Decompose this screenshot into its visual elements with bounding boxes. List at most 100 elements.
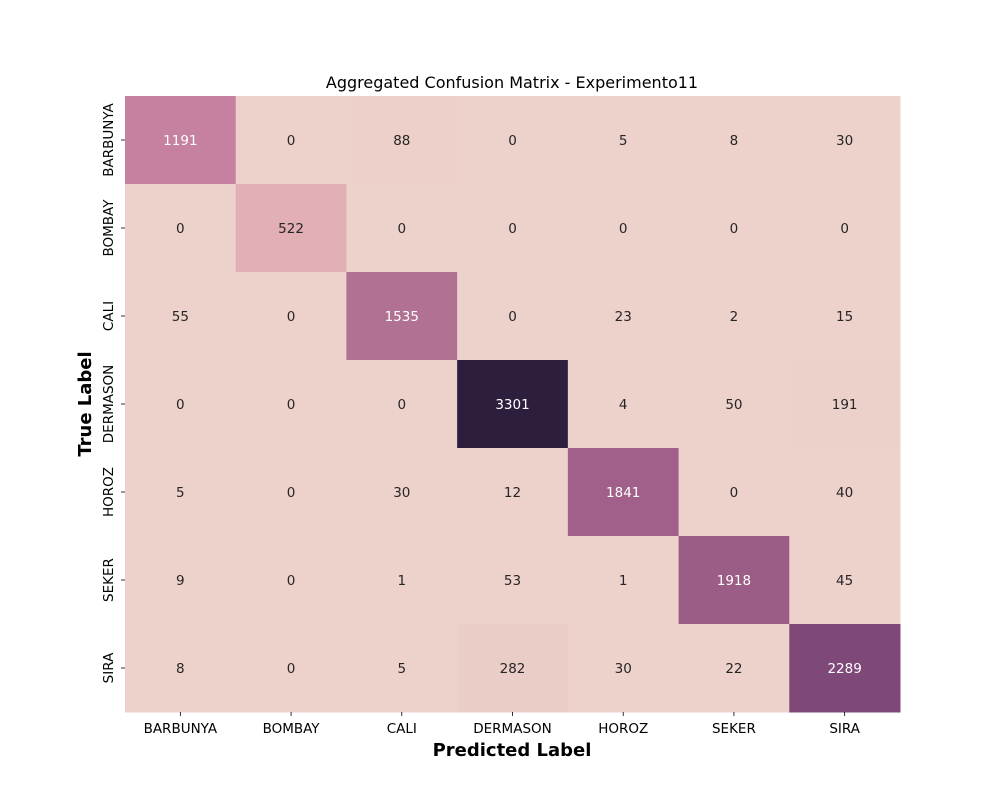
heatmap-cell — [457, 448, 569, 537]
cell-value-label: 30 — [393, 485, 410, 501]
heatmap-cell — [678, 96, 790, 185]
cell-value-label: 1535 — [385, 309, 419, 325]
x-tick-label: BOMBAY — [263, 721, 321, 737]
cell-value-label: 8 — [730, 133, 739, 149]
cell-value-label: 15 — [836, 309, 853, 325]
cell-value-label: 55 — [172, 309, 189, 325]
heatmap-cell — [789, 360, 901, 449]
cell-value-label: 53 — [504, 573, 521, 589]
heatmap-cell — [678, 624, 790, 713]
y-tick-label: SIRA — [101, 652, 117, 683]
heatmap-cell — [125, 624, 237, 713]
cell-value-label: 0 — [619, 221, 628, 237]
heatmap-cell — [567, 272, 680, 361]
heatmap-cell — [789, 184, 901, 273]
heatmap-cell — [567, 448, 680, 537]
cell-value-label: 9 — [176, 573, 185, 589]
cell-value-label: 0 — [176, 397, 185, 413]
cell-value-label: 30 — [836, 133, 853, 149]
x-tick-label: SIRA — [829, 721, 860, 737]
cell-value-label: 0 — [287, 573, 296, 589]
heatmap-cell — [789, 536, 901, 625]
heatmap-cell — [678, 448, 790, 537]
cell-value-label: 0 — [508, 309, 517, 325]
cell-value-label: 1191 — [163, 133, 197, 149]
heatmap-cell — [346, 360, 458, 449]
y-axis-label: True Label — [75, 351, 96, 456]
cell-value-label: 0 — [730, 485, 739, 501]
cell-value-label: 45 — [836, 573, 853, 589]
cell-value-label: 4 — [619, 397, 628, 413]
heatmap-cell — [789, 96, 901, 185]
cell-value-label: 191 — [832, 397, 858, 413]
heatmap-cell — [457, 536, 569, 625]
heatmap-cell — [235, 96, 347, 185]
cell-value-label: 0 — [508, 221, 517, 237]
x-tick-label: DERMASON — [473, 721, 551, 737]
heatmap-cell — [789, 272, 901, 361]
y-tick-label: BARBUNYA — [101, 102, 117, 176]
heatmap-cell — [457, 184, 569, 273]
heatmap-cell — [678, 536, 790, 625]
heatmap-cell — [678, 184, 790, 273]
heatmap-cell — [235, 272, 347, 361]
cell-value-label: 0 — [287, 661, 296, 677]
cell-value-label: 5 — [619, 133, 628, 149]
cell-value-label: 40 — [836, 485, 853, 501]
heatmap-cell — [125, 360, 237, 449]
cell-value-label: 5 — [176, 485, 185, 501]
cell-value-label: 0 — [287, 485, 296, 501]
heatmap-cell — [678, 272, 790, 361]
cell-value-label: 23 — [615, 309, 632, 325]
heatmap-cell — [789, 624, 901, 713]
y-tick-label: BOMBAY — [101, 199, 117, 257]
heatmap-cell — [346, 272, 458, 361]
heatmap-cell — [346, 624, 458, 713]
heatmap-cell — [567, 360, 680, 449]
x-tick-label: BARBUNYA — [144, 721, 218, 737]
heatmap-cell — [346, 96, 458, 185]
cell-value-label: 1 — [397, 573, 406, 589]
cell-value-label: 22 — [725, 661, 742, 677]
cell-value-label: 0 — [730, 221, 739, 237]
heatmap-cell — [125, 448, 237, 537]
cell-value-label: 88 — [393, 133, 410, 149]
heatmap-cell — [235, 624, 347, 713]
cell-value-label: 1 — [619, 573, 628, 589]
cell-value-label: 8 — [176, 661, 185, 677]
heatmap-cell — [235, 448, 347, 537]
heatmap-cell — [789, 448, 901, 537]
heatmap-cell — [678, 360, 790, 449]
heatmap-cell — [125, 536, 237, 625]
chart-title: Aggregated Confusion Matrix - Experiment… — [326, 73, 698, 92]
heatmap-cell — [457, 272, 569, 361]
heatmap-cell — [235, 360, 347, 449]
heatmap-cell — [457, 96, 569, 185]
cell-value-label: 282 — [500, 661, 526, 677]
x-axis-label: Predicted Label — [433, 740, 592, 761]
y-tick-label: SEKER — [101, 558, 117, 602]
x-tick-labels: BARBUNYA BOMBAY CALI DERMASON HOROZ SEKER SIRA — [144, 712, 861, 737]
y-tick-labels: BARBUNYA BOMBAY CALI DERMASON HOROZ SEKER SIRA — [101, 102, 125, 683]
cell-value-label: 3301 — [495, 397, 529, 413]
heatmap-cells: 1191 0 88 0 5 8 300 522 0 0 0 0 055 0 1535 0 23 2 150 0 0 330… — [125, 96, 901, 713]
cell-value-label: 0 — [840, 221, 849, 237]
cell-value-label: 0 — [287, 397, 296, 413]
heatmap-cell — [346, 448, 458, 537]
heatmap-cell — [567, 184, 680, 273]
heatmap-cell — [457, 624, 569, 713]
heatmap-cell — [346, 184, 458, 273]
cell-value-label: 0 — [176, 221, 185, 237]
x-tick-label: CALI — [387, 721, 417, 737]
cell-value-label: 0 — [287, 133, 296, 149]
cell-value-label: 0 — [287, 309, 296, 325]
heatmap-cell — [235, 184, 347, 273]
heatmap-cell — [125, 272, 237, 361]
cell-value-label: 1841 — [606, 485, 640, 501]
heatmap-cell — [235, 536, 347, 625]
y-tick-label: DERMASON — [101, 365, 117, 443]
cell-value-label: 0 — [397, 397, 406, 413]
cell-value-label: 50 — [725, 397, 742, 413]
cell-value-label: 2289 — [827, 661, 861, 677]
